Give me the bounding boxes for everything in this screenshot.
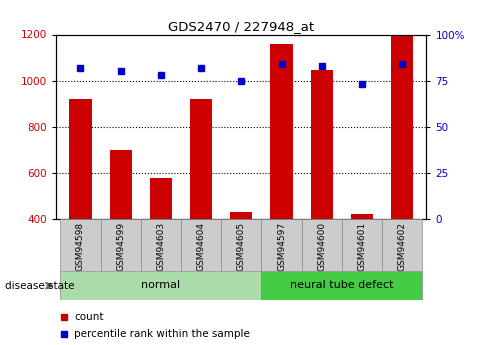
Bar bbox=[351, 215, 373, 219]
Bar bbox=[270, 44, 293, 219]
Bar bbox=[60, 219, 100, 271]
Text: GSM94605: GSM94605 bbox=[237, 222, 246, 271]
Text: GSM94602: GSM94602 bbox=[398, 222, 407, 271]
Text: percentile rank within the sample: percentile rank within the sample bbox=[74, 329, 250, 339]
Text: count: count bbox=[74, 312, 103, 322]
Bar bbox=[382, 219, 422, 271]
Bar bbox=[110, 150, 132, 219]
Bar bbox=[70, 99, 92, 219]
Text: neural tube defect: neural tube defect bbox=[290, 280, 393, 290]
Text: GSM94604: GSM94604 bbox=[196, 222, 206, 271]
Text: GSM94598: GSM94598 bbox=[76, 222, 85, 271]
Text: GSM94603: GSM94603 bbox=[156, 222, 166, 271]
Bar bbox=[230, 212, 252, 219]
Bar bbox=[262, 219, 302, 271]
Bar bbox=[262, 271, 422, 300]
Bar bbox=[150, 178, 172, 219]
Bar bbox=[302, 219, 342, 271]
Text: disease state: disease state bbox=[5, 281, 74, 290]
Title: GDS2470 / 227948_at: GDS2470 / 227948_at bbox=[168, 20, 315, 33]
Bar bbox=[391, 34, 413, 219]
Bar bbox=[100, 219, 141, 271]
Bar bbox=[221, 219, 262, 271]
Text: normal: normal bbox=[141, 280, 180, 290]
Bar bbox=[342, 219, 382, 271]
Text: GSM94601: GSM94601 bbox=[358, 222, 367, 271]
Bar bbox=[181, 219, 221, 271]
Bar bbox=[311, 70, 333, 219]
Text: GSM94599: GSM94599 bbox=[116, 222, 125, 271]
Bar bbox=[141, 219, 181, 271]
Text: GSM94600: GSM94600 bbox=[317, 222, 326, 271]
Text: GSM94597: GSM94597 bbox=[277, 222, 286, 271]
Bar bbox=[60, 271, 262, 300]
Bar bbox=[190, 99, 212, 219]
